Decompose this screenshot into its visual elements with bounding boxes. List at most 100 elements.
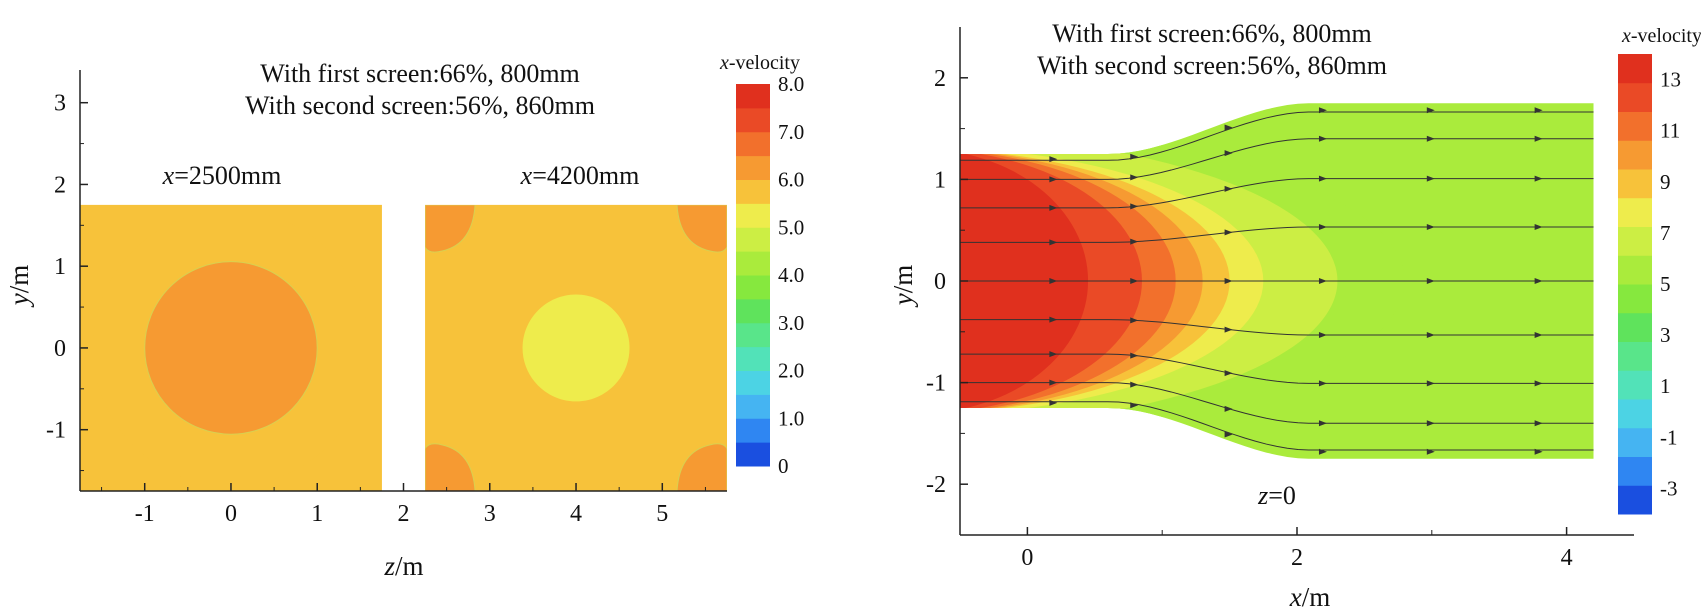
panel-x2500-core-contour <box>144 261 318 435</box>
left-colorbar-title-var: x <box>719 52 729 74</box>
streamline-arrow <box>1224 185 1233 192</box>
streamline-arrow <box>1049 399 1058 406</box>
right-colorbar-segment <box>1618 312 1652 342</box>
left-colorbar-tick-label: 0 <box>778 454 789 478</box>
left-colorbar-tick-label: 1.0 <box>778 406 804 430</box>
streamline-arrow <box>1049 156 1058 163</box>
streamline-arrow <box>1224 431 1233 438</box>
right-colorbar-tick-label: 7 <box>1660 221 1671 245</box>
contour-band <box>960 148 1089 414</box>
left-colorbar-segment <box>736 107 770 133</box>
right-colorbar-tick-label: 9 <box>1660 170 1671 194</box>
streamline-arrow <box>1224 150 1233 157</box>
left-colorbar-segment <box>736 179 770 204</box>
right-colorbar-segment <box>1618 197 1652 227</box>
streamline <box>960 138 1594 180</box>
left-colorbar-segment <box>736 322 770 348</box>
streamline-arrow <box>1049 379 1058 386</box>
left-colorbar-segment <box>736 298 770 324</box>
streamline-arrow <box>1130 352 1139 359</box>
left-x-tick-label: 0 <box>225 501 237 527</box>
streamline-arrow <box>1318 278 1327 284</box>
right-colorbar-tick-label: 13 <box>1660 68 1681 92</box>
streamline-arrow <box>1426 175 1435 182</box>
left-colorbar-segment <box>736 84 770 109</box>
right-colorbar-title-rest: -velocity <box>1631 25 1701 47</box>
right-axes: 0 2 4 -2 -1 0 1 2 <box>926 27 1634 571</box>
left-colorbar-title: x-velocity <box>719 52 800 74</box>
panel-label-x2500-var: x <box>162 161 175 190</box>
right-x-tick-label: 0 <box>1021 545 1033 571</box>
left-y-tick-label: 1 <box>54 254 66 280</box>
left-colorbar-tick-label: 5.0 <box>778 215 804 239</box>
right-x-axis-label: x/m <box>1289 582 1331 612</box>
corner-contour-top-left <box>425 205 476 253</box>
left-x-tick-label: 4 <box>570 501 582 527</box>
right-title-line-1: With first screen:66%, 800mm <box>1052 19 1372 48</box>
streamline-arrow <box>1426 332 1435 339</box>
streamline-arrow <box>1426 420 1435 427</box>
streamline-arrow <box>1534 332 1543 339</box>
left-colorbar-title-rest: -velocity <box>729 52 800 74</box>
streamline <box>960 353 1594 384</box>
corner-contour-bottom-left <box>425 443 476 491</box>
left-y-axis-label-var: y <box>4 293 34 308</box>
streamline-arrow <box>1049 239 1058 246</box>
left-colorbar-tick-label: 4.0 <box>778 263 804 287</box>
right-colorbar-title: x-velocity <box>1621 25 1701 47</box>
streamline-arrow <box>1130 402 1139 409</box>
streamline-arrow <box>1130 317 1139 324</box>
streamline-arrow <box>1534 107 1543 114</box>
right-colorbar-segment <box>1618 82 1652 112</box>
streamline-arrow <box>1224 326 1233 333</box>
left-colorbar-segment <box>736 418 770 443</box>
streamline-arrow <box>1534 278 1543 284</box>
z-label-var: z <box>1257 481 1268 510</box>
left-colorbar-segment <box>736 203 770 228</box>
streamlines <box>960 107 1594 455</box>
streamline-arrow <box>1049 351 1058 358</box>
cross-section-chart: -1 0 1 2 3 4 5 -1 0 1 2 3 With first screen:66%, 80… <box>4 52 804 581</box>
right-x-tick-label: 2 <box>1291 545 1303 571</box>
left-y-axis-label-unit: /m <box>4 265 34 294</box>
streamline-arrow <box>1318 380 1327 387</box>
right-colorbar-segment <box>1618 427 1652 457</box>
right-colorbar-tick-label: 3 <box>1660 323 1671 347</box>
streamline-arrow <box>1224 229 1233 236</box>
right-y-tick-label: 2 <box>934 66 946 92</box>
left-colorbar-tick-label: 7.0 <box>778 120 804 144</box>
streamline-arrow <box>1318 107 1327 114</box>
streamline-arrow <box>1534 175 1543 182</box>
left-x-tick-label: 1 <box>311 501 323 527</box>
velocity-contour-bands <box>960 103 1594 459</box>
streamline-arrow <box>1224 124 1233 131</box>
left-colorbar-segment <box>736 251 770 276</box>
streamline-arrow <box>1318 175 1327 182</box>
left-x-axis-label: z/m <box>383 551 423 581</box>
streamline-arrow <box>1130 174 1139 181</box>
streamline-arrow <box>1130 203 1139 210</box>
right-colorbar-segment <box>1618 226 1652 256</box>
right-colorbar-segment <box>1618 255 1652 285</box>
right-colorbar-segment <box>1618 456 1652 486</box>
right-colorbar-segment <box>1618 399 1652 429</box>
panel-label-x2500: x=2500mm <box>162 161 282 190</box>
right-y-tick-label: -2 <box>926 472 946 498</box>
left-y-tick-label: 3 <box>54 91 66 117</box>
panel-label-x4200-var: x <box>520 161 533 190</box>
left-title-line-1: With first screen:66%, 800mm <box>260 59 580 88</box>
streamline-arrow <box>1318 135 1327 142</box>
right-colorbar: 13 11 9 7 5 3 1 -1 -3 <box>1618 54 1681 515</box>
streamline <box>960 111 1594 161</box>
right-colorbar-segment <box>1618 169 1652 199</box>
streamline <box>960 319 1594 336</box>
streamline-arrow <box>1426 223 1435 230</box>
panel-label-x4200-value: =4200mm <box>532 161 639 190</box>
left-colorbar-segment <box>736 227 770 252</box>
left-y-tick-label: 0 <box>54 336 66 362</box>
left-colorbar-segment <box>736 275 770 300</box>
left-y-axis-label: y/m <box>4 265 34 309</box>
right-colorbar-segment <box>1618 284 1652 314</box>
right-y-axis-label: y/m <box>888 265 918 309</box>
